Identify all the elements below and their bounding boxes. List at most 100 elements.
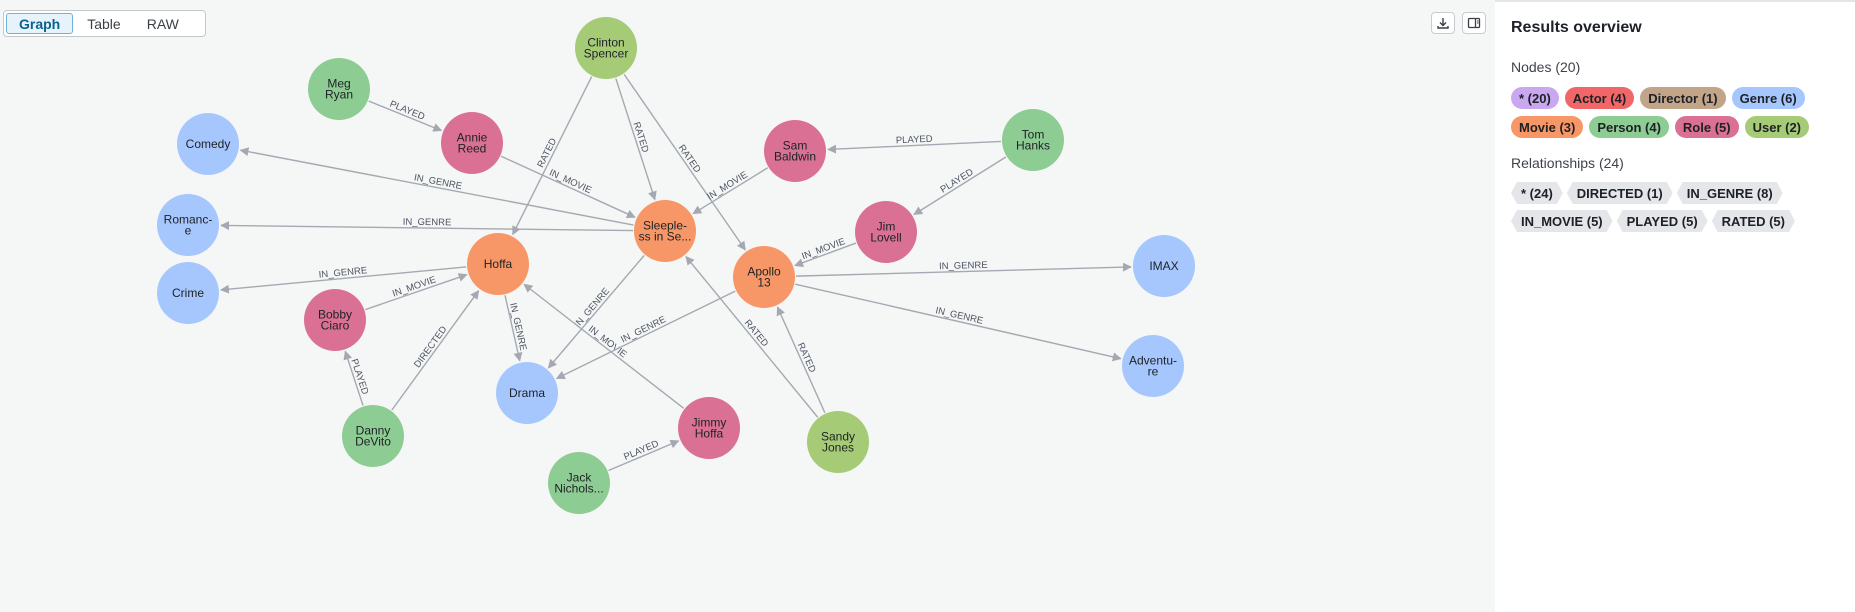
edge-jim-apollo[interactable]: IN_MOVIE bbox=[794, 236, 857, 267]
node-circle[interactable] bbox=[1122, 335, 1184, 397]
node-circle[interactable] bbox=[308, 58, 370, 120]
node-circle[interactable] bbox=[764, 120, 826, 182]
node-chip-role[interactable]: Role (5) bbox=[1674, 116, 1739, 138]
node-circle[interactable] bbox=[548, 452, 610, 514]
edge-sleepless-romance[interactable]: IN_GENRE bbox=[220, 217, 634, 232]
node-circle[interactable] bbox=[807, 411, 869, 473]
edge-line[interactable] bbox=[239, 147, 634, 226]
tab-graph[interactable]: Graph bbox=[6, 13, 74, 34]
node-chip-all[interactable]: * (20) bbox=[1511, 87, 1559, 109]
edge-line[interactable] bbox=[343, 350, 364, 406]
rel-chip-all[interactable]: * (24) bbox=[1511, 182, 1563, 204]
edge-line[interactable] bbox=[623, 73, 746, 251]
edge-line[interactable] bbox=[512, 76, 593, 236]
edge-line[interactable] bbox=[776, 306, 826, 414]
node-drama[interactable]: Drama bbox=[496, 362, 558, 424]
edge-line[interactable] bbox=[547, 254, 645, 369]
node-chip-person[interactable]: Person (4) bbox=[1589, 116, 1669, 138]
tab-raw[interactable]: RAW bbox=[146, 15, 179, 32]
edge-line[interactable] bbox=[615, 78, 657, 201]
edge-tom-sam[interactable]: PLAYED bbox=[827, 134, 1002, 154]
node-circle[interactable] bbox=[304, 289, 366, 351]
node-chip-user[interactable]: User (2) bbox=[1744, 116, 1810, 138]
node-circle[interactable] bbox=[634, 200, 696, 262]
edge-line[interactable] bbox=[795, 262, 1132, 277]
edge-hoffa-crime[interactable]: IN_GENRE bbox=[219, 265, 467, 294]
node-circle[interactable] bbox=[157, 262, 219, 324]
node-adventure[interactable]: Adventu-re bbox=[1122, 335, 1184, 397]
edge-line[interactable] bbox=[608, 439, 680, 472]
edge-line[interactable] bbox=[219, 266, 467, 294]
edge-danny-hoffa[interactable]: DIRECTED bbox=[391, 289, 480, 411]
node-jack[interactable]: JackNichols... bbox=[548, 452, 610, 514]
rel-chip-in-movie[interactable]: IN_MOVIE (5) bbox=[1511, 210, 1613, 232]
edge-line[interactable] bbox=[794, 242, 857, 267]
edge-apollo-adventure[interactable]: IN_GENRE bbox=[795, 283, 1122, 362]
node-chip-genre[interactable]: Genre (6) bbox=[1731, 87, 1805, 109]
edge-line[interactable] bbox=[692, 167, 769, 215]
node-chip-actor[interactable]: Actor (4) bbox=[1564, 87, 1635, 109]
edge-bobby-hoffa[interactable]: IN_MOVIE bbox=[365, 273, 468, 311]
rel-chip-rated[interactable]: RATED (5) bbox=[1712, 210, 1795, 232]
node-circle[interactable] bbox=[678, 397, 740, 459]
node-circle[interactable] bbox=[342, 405, 404, 467]
node-imax[interactable]: IMAX bbox=[1133, 235, 1195, 297]
node-circle[interactable] bbox=[1002, 109, 1064, 171]
edge-sleepless-drama[interactable]: IN_GENRE bbox=[547, 254, 645, 369]
edge-clinton-hoffa[interactable]: RATED bbox=[512, 76, 593, 236]
rel-chip-played[interactable]: PLAYED (5) bbox=[1617, 210, 1708, 232]
edge-line[interactable] bbox=[220, 221, 634, 232]
download-button[interactable] bbox=[1431, 12, 1455, 34]
edge-annie-sleepless[interactable]: IN_MOVIE bbox=[500, 155, 636, 219]
tab-table[interactable]: Table bbox=[87, 15, 121, 32]
rel-chip-directed[interactable]: DIRECTED (1) bbox=[1567, 182, 1673, 204]
edge-danny-bobby[interactable]: PLAYED bbox=[343, 350, 370, 406]
node-circle[interactable] bbox=[467, 233, 529, 295]
node-circle[interactable] bbox=[575, 17, 637, 79]
edge-apollo-drama[interactable]: IN_GENRE bbox=[555, 290, 736, 380]
edge-line[interactable] bbox=[685, 255, 819, 418]
edge-apollo-imax[interactable]: IN_GENRE bbox=[795, 260, 1132, 277]
edge-line[interactable] bbox=[391, 289, 480, 411]
node-circle[interactable] bbox=[855, 201, 917, 263]
edge-line[interactable] bbox=[827, 140, 1002, 154]
node-chip-movie[interactable]: Movie (3) bbox=[1511, 116, 1584, 138]
edge-clinton-sleepless[interactable]: RATED bbox=[615, 78, 657, 201]
node-romance[interactable]: Romanc-e bbox=[157, 194, 219, 256]
edge-jack-jimmy[interactable]: PLAYED bbox=[608, 438, 680, 472]
graph-canvas[interactable]: PLAYED IN_MOVIE RATED RATED RATED IN_GENRE IN_… bbox=[0, 0, 1495, 612]
node-circle[interactable] bbox=[496, 362, 558, 424]
edge-line[interactable] bbox=[365, 273, 468, 311]
edge-line[interactable] bbox=[504, 295, 523, 362]
edge-line[interactable] bbox=[913, 156, 1007, 216]
toggle-panel-button[interactable] bbox=[1462, 12, 1486, 34]
node-sleepless[interactable]: Sleeple-ss in Se... bbox=[634, 200, 696, 262]
node-circle[interactable] bbox=[733, 246, 795, 308]
edge-line[interactable] bbox=[368, 100, 443, 132]
edge-line[interactable] bbox=[795, 283, 1122, 362]
node-crime[interactable]: Crime bbox=[157, 262, 219, 324]
edge-tom-jim[interactable]: PLAYED bbox=[913, 156, 1007, 216]
node-chip-director[interactable]: Director (1) bbox=[1640, 87, 1726, 109]
rel-chip-in-genre[interactable]: IN_GENRE (8) bbox=[1677, 182, 1783, 204]
node-comedy[interactable]: Comedy bbox=[177, 113, 239, 175]
edge-meg-annie[interactable]: PLAYED bbox=[368, 99, 443, 132]
node-hoffa[interactable]: Hoffa bbox=[467, 233, 529, 295]
node-circle[interactable] bbox=[157, 194, 219, 256]
edge-line[interactable] bbox=[555, 290, 736, 380]
node-circle[interactable] bbox=[1133, 235, 1195, 297]
node-circle[interactable] bbox=[441, 112, 503, 174]
edge-hoffa-drama[interactable]: IN_GENRE bbox=[504, 295, 528, 362]
